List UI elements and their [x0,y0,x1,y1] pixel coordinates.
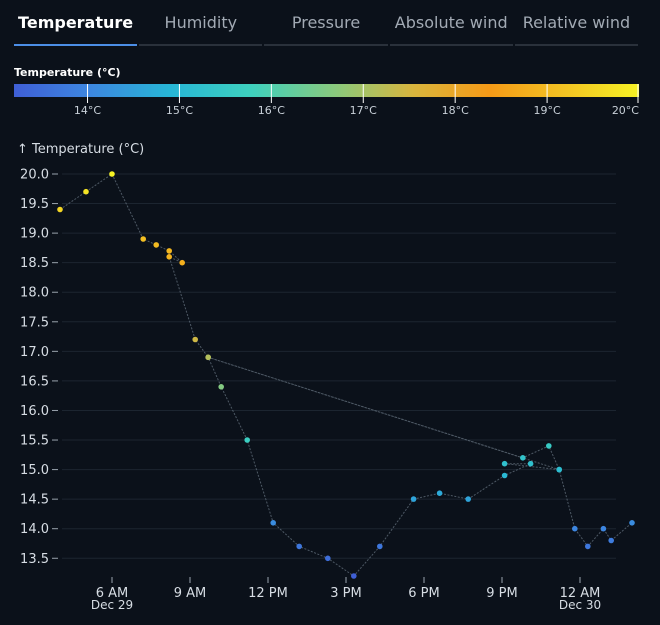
color-legend-tick-label: 20°C [612,104,639,117]
data-point[interactable] [377,543,383,550]
data-point[interactable] [351,573,357,579]
tab-pressure[interactable]: Pressure [264,0,388,46]
x-tick-label: 12 AM [560,586,601,601]
data-point[interactable] [179,259,185,266]
tab-bar: Temperature Humidity Pressure Absolute w… [14,0,639,46]
color-legend-tick-label: 17°C [350,104,377,117]
data-point[interactable] [520,455,526,461]
data-point[interactable] [218,384,224,390]
x-tick-label: 3 PM [330,586,361,601]
y-tick-label: 18.0 [20,286,49,301]
x-tick-label: 9 AM [174,586,207,601]
tab-absolute-wind[interactable]: Absolute wind [389,0,513,46]
data-point[interactable] [244,437,250,443]
y-tick-label: 19.5 [20,197,49,212]
x-tick-label: 9 PM [486,586,517,601]
tab-temperature[interactable]: Temperature [14,0,138,46]
data-point[interactable] [585,543,591,550]
data-point[interactable] [600,525,607,532]
data-point[interactable] [153,242,159,248]
data-point[interactable] [410,496,417,502]
data-point[interactable] [140,236,146,242]
data-point[interactable] [109,171,115,177]
x-tick-label: 12 PM [248,586,288,601]
color-legend-tick-label: 15°C [166,104,193,117]
data-point[interactable] [501,460,508,467]
y-tick-label: 14.5 [20,493,49,508]
color-legend-tick-label: 14°C [74,104,101,117]
tab-humidity[interactable]: Humidity [139,0,263,46]
y-tick-label: 17.0 [20,345,49,360]
data-point[interactable] [205,354,211,361]
x-tick-label: 6 AM [96,586,129,601]
data-point[interactable] [192,336,198,343]
color-legend-bar [14,84,639,97]
data-point[interactable] [501,472,508,479]
trend-line [59,173,633,577]
data-point[interactable] [325,555,331,562]
y-tick-label: 13.5 [20,552,49,567]
data-point[interactable] [166,248,172,254]
data-point[interactable] [57,206,63,213]
y-tick-label: 17.5 [20,315,49,330]
y-tick-label: 16.0 [20,404,49,419]
data-point[interactable] [546,443,552,449]
x-tick-label: 6 PM [408,586,439,601]
y-tick-label: 16.5 [20,374,49,389]
x-tick-date-label: Dec 29 [91,598,133,612]
y-tick-label: 14.0 [20,522,49,537]
color-legend-tick-label: 16°C [258,104,285,117]
y-axis-label: ↑ Temperature (°C) [17,142,144,157]
data-point[interactable] [572,525,578,532]
color-legend-ticks: 14°C 15°C 16°C 17°C 18°C 19°C 20°C [74,84,639,117]
data-point[interactable] [608,537,614,544]
data-point[interactable] [296,543,303,550]
color-legend-title: Temperature (°C) [14,66,121,79]
data-point[interactable] [270,520,277,526]
y-tick-label: 15.0 [20,463,49,478]
y-axis: 13.5 14.0 14.5 15.0 15.5 16.0 16.5 17.0 17.5 18.0… [20,168,58,567]
data-point[interactable] [436,490,443,497]
data-point[interactable] [465,496,472,502]
data-points [57,171,635,579]
y-tick-label: 15.5 [20,434,49,449]
data-point[interactable] [527,460,534,467]
data-point[interactable] [166,253,172,260]
tab-relative-wind[interactable]: Relative wind [514,0,639,46]
color-legend-tick-label: 18°C [442,104,469,117]
color-legend-tick-label: 19°C [533,104,560,117]
data-point[interactable] [556,466,562,473]
y-tick-label: 19.0 [20,227,49,242]
x-tick-date-label: Dec 30 [559,598,601,612]
data-point[interactable] [629,520,635,526]
grid-lines [62,173,616,559]
y-tick-label: 20.0 [20,168,49,183]
y-tick-label: 18.5 [20,256,49,271]
data-point[interactable] [83,188,89,195]
